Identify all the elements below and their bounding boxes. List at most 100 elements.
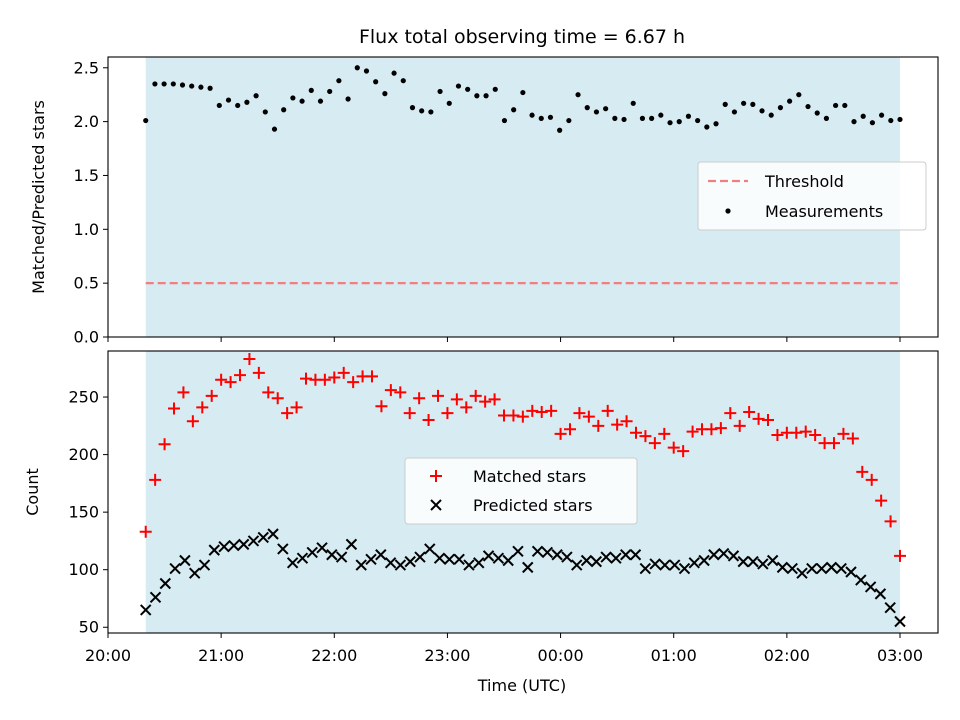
measurement-point xyxy=(253,93,259,99)
measurement-point xyxy=(400,78,406,84)
matched-star-point xyxy=(856,465,869,478)
matched-star-point xyxy=(460,401,473,414)
measurement-point xyxy=(685,113,692,119)
predicted-star-point xyxy=(296,552,309,564)
measurement-point xyxy=(235,102,241,109)
measurement-point xyxy=(888,117,894,124)
legend-measurements-swatch xyxy=(725,208,731,214)
measurement-point xyxy=(511,107,517,113)
measurement-point xyxy=(805,103,811,110)
measurement-point xyxy=(474,93,480,99)
predicted-star-point xyxy=(443,553,456,566)
predicted-star-point xyxy=(326,549,338,561)
predicted-star-point xyxy=(473,557,485,569)
measurement-point xyxy=(455,83,462,89)
measurement-point xyxy=(750,101,756,107)
measurement-point xyxy=(290,95,296,101)
measurement-points xyxy=(143,65,903,133)
measurement-point xyxy=(796,92,802,98)
bottom-legend-box xyxy=(404,457,638,525)
measurement-point xyxy=(566,117,572,124)
matched-star-point xyxy=(686,425,699,438)
predicted-star-point xyxy=(414,551,426,563)
measurement-point xyxy=(676,119,682,125)
top-ytick-label: 0.5 xyxy=(74,274,99,293)
measurement-point xyxy=(354,65,360,71)
xtick-label: 00:00 xyxy=(538,646,584,665)
measurement-point xyxy=(465,86,471,92)
measurement-point xyxy=(695,117,701,124)
predicted-star-point xyxy=(757,558,769,570)
matched-star-point xyxy=(271,392,284,405)
matched-star-point xyxy=(375,400,388,413)
predicted-star-point xyxy=(502,554,514,567)
bottom-legend: Matched stars Predicted stars xyxy=(404,457,638,525)
measurement-point xyxy=(879,112,885,118)
matched-star-point xyxy=(300,372,312,385)
predicted-star-point xyxy=(894,615,906,628)
matched-star-point xyxy=(516,410,529,423)
measurement-point xyxy=(198,84,204,90)
matched-star-point xyxy=(752,412,765,425)
matched-star-point xyxy=(403,407,416,420)
predicted-star-point xyxy=(375,549,387,561)
measurement-point xyxy=(281,107,287,113)
matched-star-point xyxy=(186,415,199,428)
matched-star-point xyxy=(384,384,397,397)
predicted-star-point xyxy=(561,551,573,563)
predicted-star-point xyxy=(649,558,661,570)
measurement-point xyxy=(768,112,774,118)
predicted-star-point xyxy=(247,535,260,547)
predicted-star-point xyxy=(629,549,642,561)
measurement-point xyxy=(170,81,176,87)
bottom-panel: 50 100 150 200 250 20:00 21:00 22:00 23:00 00:00… xyxy=(23,350,939,695)
matched-star-point xyxy=(488,393,501,406)
measurement-point xyxy=(538,115,544,121)
predicted-star-point xyxy=(492,552,505,564)
matched-star-point xyxy=(413,392,426,405)
xtick-label: 03:00 xyxy=(877,646,923,665)
top-x-axis-ticks xyxy=(107,337,901,342)
matched-star-point xyxy=(394,386,407,399)
matched-star-point xyxy=(234,369,246,382)
measurement-point xyxy=(842,102,848,109)
bottom-x-axis-ticks: 20:00 21:00 22:00 23:00 00:00 01:00 02:00 03:00 xyxy=(85,633,923,665)
top-panel: 0.0 0.5 1.0 1.5 2.0 2.5 Matched/Predicted sta… xyxy=(29,56,939,347)
measurement-point xyxy=(897,116,903,123)
matched-star-point xyxy=(168,402,180,415)
legend-predicted-swatch xyxy=(430,499,442,511)
matched-star-point xyxy=(450,393,463,406)
measurement-point xyxy=(373,79,379,85)
predicted-star-point xyxy=(717,547,730,560)
matched-star-point xyxy=(422,414,435,427)
measurement-point xyxy=(787,98,793,104)
measurement-point xyxy=(179,82,186,88)
matched-star-point xyxy=(601,404,614,417)
measurement-point xyxy=(869,120,876,126)
measurement-point xyxy=(520,89,526,96)
matched-star-point xyxy=(733,419,746,432)
matched-star-point xyxy=(809,429,822,442)
matched-star-point xyxy=(648,437,661,450)
predicted-star-point xyxy=(267,528,279,540)
predicted-star-point xyxy=(482,550,495,562)
measurement-point xyxy=(814,110,820,116)
measurement-point xyxy=(547,114,554,120)
predicted-star-point xyxy=(531,545,544,557)
predicted-star-point xyxy=(237,538,250,551)
predicted-star-point xyxy=(394,559,407,571)
matched-star-point xyxy=(582,410,595,423)
predicted-star-point xyxy=(884,601,896,614)
predicted-star-point xyxy=(620,549,632,561)
matched-star-point xyxy=(224,376,237,389)
measurement-point xyxy=(603,106,609,112)
matched-star-point xyxy=(592,419,605,432)
measurement-point xyxy=(317,98,324,104)
bottom-axes-frame xyxy=(107,350,939,634)
matched-star-point xyxy=(639,430,652,443)
predicted-star-point xyxy=(149,591,162,604)
predicted-star-point xyxy=(835,562,847,575)
matched-star-point xyxy=(366,370,378,383)
top-legend: Threshold Measurements xyxy=(697,161,927,231)
